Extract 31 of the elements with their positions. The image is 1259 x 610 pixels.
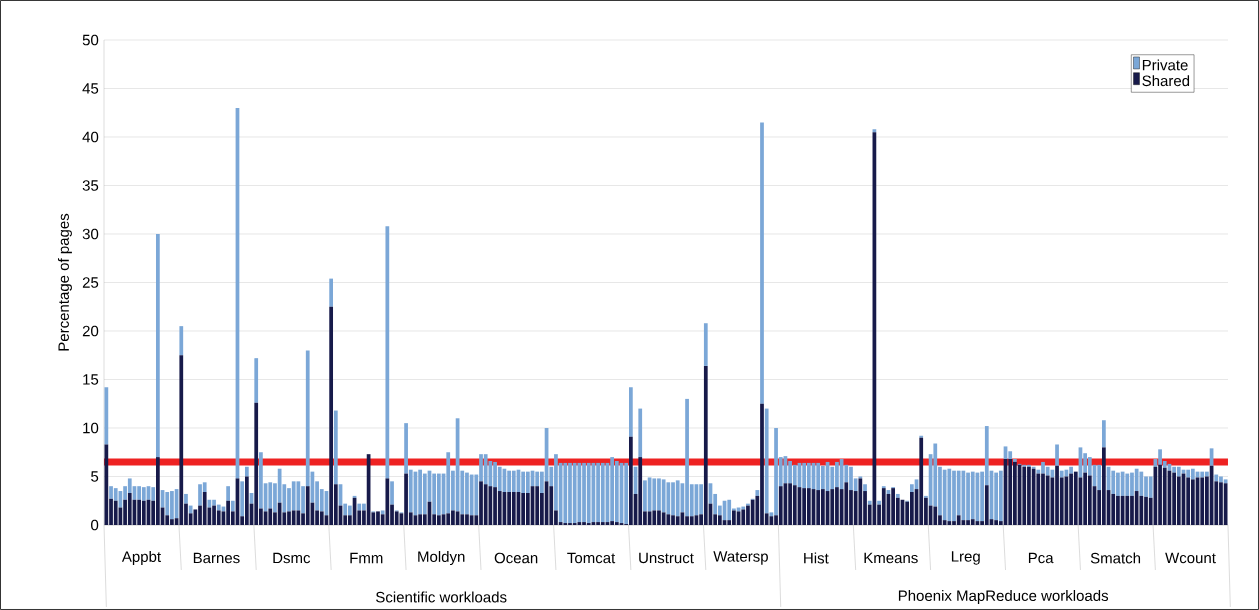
text: Fmm [350, 552, 383, 564]
y-tick-label: 35 [82, 180, 99, 191]
text: Barnes [193, 552, 240, 564]
text: Unstruct [639, 552, 694, 564]
text: Pca [1028, 552, 1054, 564]
y-tick-label: 30 [82, 228, 99, 240]
y-tick-label: 10 [83, 422, 99, 434]
legend-label: Private [1142, 59, 1188, 71]
y-tick-label: 5 [91, 471, 99, 482]
text: Dsmc [273, 552, 311, 564]
y-axis-title: Percentage of pages [57, 213, 72, 351]
y-tick-label: 40 [82, 131, 99, 143]
text: Smatch [1090, 552, 1141, 564]
text: Hist [804, 552, 829, 564]
text: Ocean [494, 552, 538, 564]
text: Phoenix MapReduce workloads [898, 590, 1109, 604]
text: Appbt [121, 551, 161, 565]
text: Tomcat [567, 552, 616, 564]
text: Lreg [951, 551, 980, 565]
y-tick-label: 15 [83, 374, 99, 385]
y-tick-label: 20 [82, 325, 99, 337]
text: Moldyn [418, 551, 465, 565]
text: Scientific workloads [376, 591, 507, 603]
text: Kmeans [864, 552, 918, 564]
y-tick-label: 45 [82, 83, 99, 94]
text: Wcount [1165, 552, 1216, 564]
text: Watersp [713, 551, 768, 565]
y-tick-label: 25 [82, 277, 99, 288]
legend-label: Shared [1142, 75, 1190, 87]
y-tick-label: 50 [82, 34, 99, 46]
y-tick-label: 0 [91, 519, 99, 531]
